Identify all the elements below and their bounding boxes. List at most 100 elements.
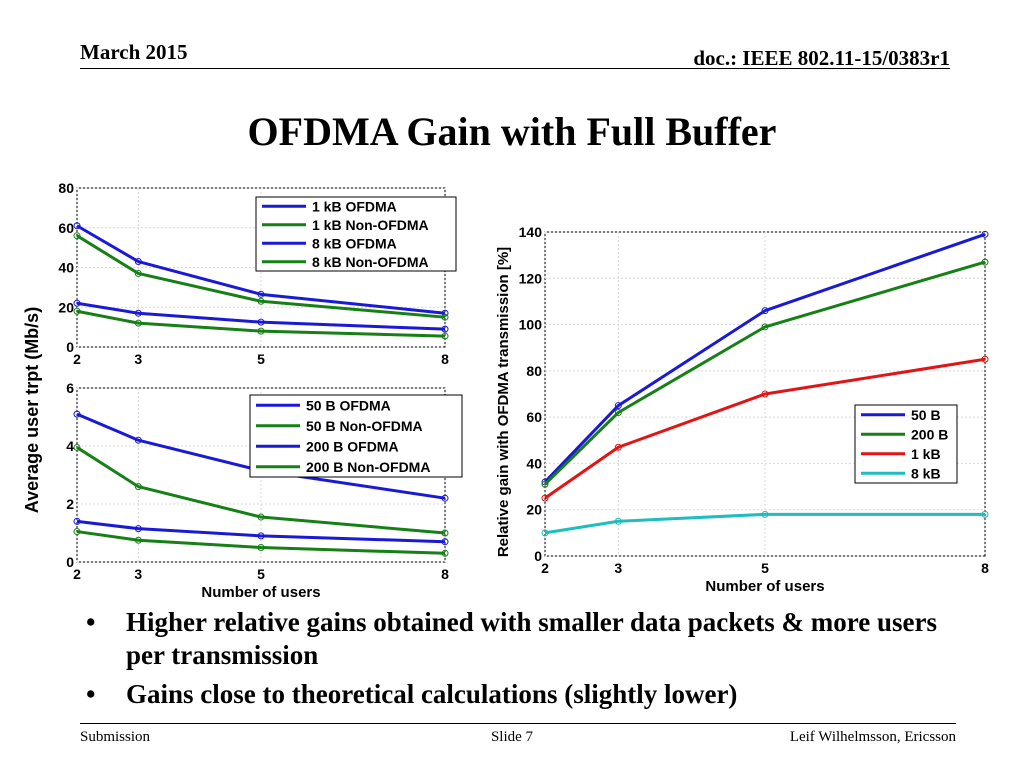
legend-label: 200 B OFDMA — [306, 438, 399, 454]
x-tick-label: 8 — [441, 351, 449, 367]
data-point — [257, 513, 265, 521]
y-tick-label: 120 — [519, 270, 543, 286]
x-tick-label: 3 — [614, 560, 622, 576]
legend-label: 1 kB OFDMA — [312, 198, 397, 214]
y-tick-label: 20 — [526, 502, 542, 518]
x-tick-label: 5 — [257, 351, 265, 367]
legend-label: 8 kB OFDMA — [312, 235, 397, 251]
data-point — [614, 517, 622, 525]
data-point — [134, 269, 142, 277]
legend-label: 200 B Non-OFDMA — [306, 459, 430, 475]
y-tick-label: 0 — [66, 554, 74, 570]
header-date: March 2015 — [80, 40, 188, 64]
bullet-glyph: • — [86, 679, 96, 709]
series-line — [76, 446, 446, 535]
y-tick-label: 2 — [66, 496, 74, 512]
data-point — [257, 327, 265, 335]
series-line — [76, 234, 446, 319]
data-point — [441, 494, 449, 502]
data-point — [981, 258, 989, 266]
series-line — [76, 301, 446, 331]
data-point — [441, 325, 449, 333]
data-point — [73, 443, 81, 451]
footer-slide-number: Slide 7 — [490, 729, 534, 745]
data-point — [614, 443, 622, 451]
bullet-text: Higher relative gains obtained with smal… — [126, 607, 937, 670]
x-tick-label: 8 — [441, 566, 449, 582]
y-tick-label: 80 — [526, 363, 542, 379]
bullet-item: • Higher relative gains obtained with sm… — [84, 606, 964, 672]
legend-label: 50 B Non-OFDMA — [306, 418, 423, 434]
data-point — [441, 529, 449, 537]
bullet-list: • Higher relative gains obtained with sm… — [84, 606, 964, 717]
data-point — [441, 549, 449, 557]
legend-label: 50 B OFDMA — [306, 397, 391, 413]
data-point — [73, 222, 81, 230]
series-line — [76, 412, 446, 500]
chart-right: 0 20 40 60 80 100 120 140 2 3 5 8 50 B 200 B 1 kB 8 kB N… — [495, 224, 989, 595]
data-point — [257, 544, 265, 551]
y-axis-label: Relative gain with OFDMA transmission [%… — [495, 247, 512, 557]
x-tick-label: 5 — [761, 560, 769, 576]
data-point — [257, 532, 265, 540]
x-tick-label: 2 — [73, 566, 81, 582]
series-line — [543, 232, 986, 483]
data-point — [134, 436, 142, 444]
x-axis-label: Number of users — [705, 578, 824, 595]
data-point — [73, 299, 81, 307]
data-point — [73, 517, 81, 525]
x-tick-label: 3 — [134, 566, 142, 582]
y-tick-label: 100 — [519, 317, 543, 333]
x-tick-label: 5 — [257, 566, 265, 582]
footer-author: Leif Wilhelmsson, Ericsson — [789, 729, 956, 745]
legend-box — [854, 404, 958, 484]
data-point — [761, 323, 769, 331]
chart-top-left: 0 20 40 60 80 2 3 5 8 1 kB OFDMA 1 kB Non-OFDMA 8 k… — [58, 180, 457, 367]
data-point — [134, 536, 142, 544]
y-tick-label: 40 — [58, 260, 74, 276]
series-line — [76, 519, 446, 544]
series-line — [76, 309, 446, 338]
legend-box — [255, 196, 457, 272]
legend-box — [249, 394, 463, 478]
data-point — [981, 355, 989, 363]
data-point — [257, 318, 265, 326]
data-point — [441, 538, 449, 546]
data-point — [73, 410, 81, 418]
legend-label: 1 kB Non-OFDMA — [312, 217, 429, 233]
bullet-glyph: • — [86, 607, 96, 637]
y-tick-label: 6 — [66, 380, 74, 396]
x-axis-label: Number of users — [201, 584, 320, 601]
legend-label: 8 kB Non-OFDMA — [312, 254, 429, 270]
series-line — [543, 260, 986, 486]
series-line — [544, 512, 985, 535]
data-point — [441, 332, 449, 340]
series-line — [544, 357, 986, 500]
y-tick-label: 0 — [534, 548, 542, 564]
bullet-item: • Gains close to theoretical calculation… — [84, 678, 964, 711]
y-tick-label: 20 — [58, 299, 74, 315]
data-point — [614, 409, 622, 417]
x-tick-label: 3 — [134, 351, 142, 367]
header-divider — [80, 68, 950, 69]
data-point — [73, 528, 81, 536]
data-point — [761, 390, 769, 398]
y-tick-label: 4 — [66, 438, 74, 454]
data-point — [134, 319, 142, 327]
series-line — [76, 224, 446, 315]
y-tick-label: 0 — [66, 339, 74, 355]
y-tick-label: 60 — [526, 409, 542, 425]
x-tick-label: 2 — [73, 351, 81, 367]
data-point — [981, 510, 989, 518]
y-tick-label: 80 — [58, 180, 74, 196]
legend-label: 8 kB — [911, 465, 941, 481]
data-point — [73, 232, 81, 240]
data-point — [541, 529, 549, 537]
x-tick-label: 2 — [541, 560, 549, 576]
data-point — [134, 309, 142, 317]
data-point — [614, 402, 622, 410]
data-point — [134, 525, 142, 533]
series-line — [76, 530, 446, 555]
footer-divider — [80, 723, 956, 724]
